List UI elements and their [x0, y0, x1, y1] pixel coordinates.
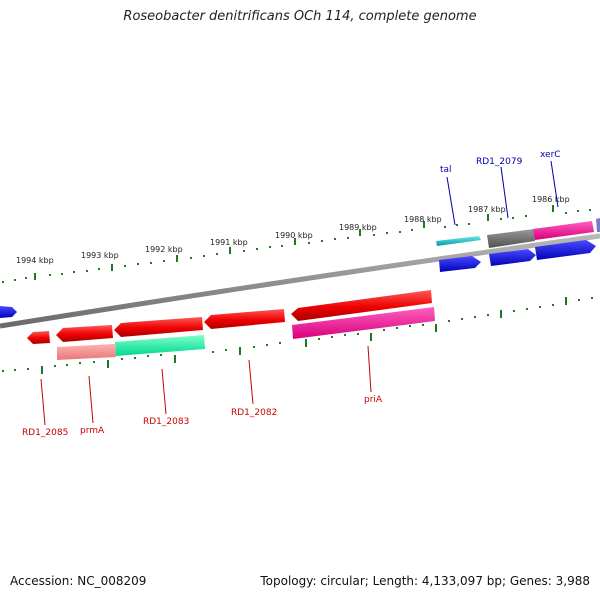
gene-left-forward[interactable] — [0, 306, 17, 318]
reverse-genes — [27, 290, 435, 360]
gene-labels: tal RD1_2079 xerC RD1_2085 prmA RD1_2083… — [22, 150, 561, 438]
label-prma[interactable]: prmA — [80, 426, 105, 436]
scale-labels: 1994 kbp 1993 kbp 1992 kbp 1991 kbp 1990… — [16, 195, 570, 265]
scale-label-1988: 1988 kbp — [404, 215, 442, 224]
gene-pria-cds[interactable] — [292, 307, 435, 339]
gene-rd1-2079[interactable] — [489, 249, 536, 266]
accession-text: Accession: NC_008209 — [10, 574, 147, 588]
label-rd1-2082[interactable]: RD1_2082 — [231, 408, 277, 418]
gene-rd1-2082[interactable] — [204, 309, 285, 329]
scale-label-1986: 1986 kbp — [532, 195, 570, 204]
gene-rd1-2083[interactable] — [114, 317, 203, 337]
inner-tick-track — [2, 297, 593, 374]
scale-label-1994: 1994 kbp — [16, 256, 54, 265]
gene-next-cds[interactable] — [596, 218, 600, 232]
gene-rd1-2079-cds[interactable] — [487, 229, 535, 248]
label-xerc[interactable]: xerC — [540, 150, 561, 160]
scale-label-1989: 1989 kbp — [339, 223, 377, 232]
label-pria[interactable]: priA — [364, 395, 383, 405]
label-leaders — [40, 160, 559, 426]
scale-label-1992: 1992 kbp — [145, 245, 183, 254]
genome-backbone — [0, 233, 600, 329]
gene-prma[interactable] — [56, 325, 113, 342]
scale-label-1990: 1990 kbp — [275, 231, 313, 240]
label-tal[interactable]: tal — [440, 165, 452, 175]
gene-xerc[interactable] — [535, 240, 596, 260]
gene-xerc-cds[interactable] — [533, 221, 594, 240]
label-rd1-2079[interactable]: RD1_2079 — [476, 157, 523, 167]
gene-pria[interactable] — [291, 290, 432, 321]
gene-rd1-2083-cds[interactable] — [115, 335, 205, 356]
scale-label-1987: 1987 kbp — [468, 205, 506, 214]
genome-summary-text: Topology: circular; Length: 4,133,097 bp… — [260, 574, 590, 588]
scale-label-1993: 1993 kbp — [81, 251, 119, 260]
label-rd1-2083[interactable]: RD1_2083 — [143, 417, 189, 427]
gene-prma-cds[interactable] — [57, 344, 116, 360]
gene-rd1-2085[interactable] — [27, 331, 50, 344]
outer-tick-track — [2, 205, 591, 283]
label-rd1-2085[interactable]: RD1_2085 — [22, 428, 68, 438]
gene-tal[interactable] — [439, 256, 481, 272]
map-title: Roseobacter denitrificans OCh 114, compl… — [123, 9, 477, 24]
gene-tal-cds[interactable] — [436, 236, 481, 246]
forward-genes — [0, 218, 600, 318]
scale-label-1991: 1991 kbp — [210, 238, 248, 247]
